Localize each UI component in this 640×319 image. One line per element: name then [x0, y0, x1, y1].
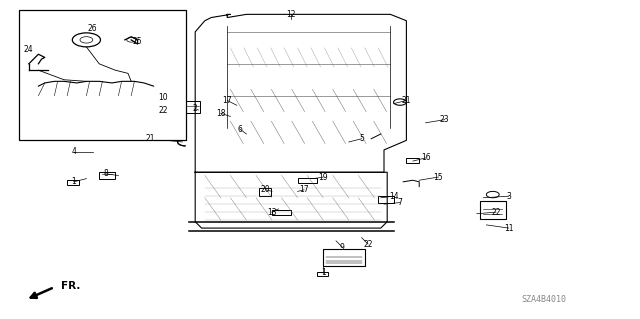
Bar [67, 180, 79, 185]
Text: 7: 7 [397, 198, 403, 207]
Text: 12: 12 [287, 10, 296, 19]
Text: FR.: FR. [61, 281, 80, 292]
Text: 11: 11 [504, 224, 513, 233]
Text: 22: 22 [159, 106, 168, 115]
Text: 4: 4 [71, 147, 76, 156]
Bar [480, 201, 506, 219]
Text: 18: 18 [216, 109, 225, 118]
Bar [378, 196, 394, 203]
Text: 1: 1 [321, 268, 326, 277]
Bar [323, 249, 365, 266]
Bar [317, 272, 328, 276]
Bar [406, 158, 419, 163]
Text: 21: 21 [146, 134, 155, 143]
Text: 2: 2 [193, 104, 198, 113]
Text: 22: 22 [492, 208, 500, 217]
Bar [182, 101, 200, 113]
Text: 21: 21 [402, 96, 411, 105]
Text: 26: 26 [88, 24, 98, 33]
Text: 19: 19 [318, 173, 328, 182]
Text: 5: 5 [359, 134, 364, 143]
Bar [99, 172, 115, 179]
Text: SZA4B4010: SZA4B4010 [522, 295, 566, 304]
Text: 10: 10 [158, 93, 168, 102]
Text: 20: 20 [260, 185, 271, 194]
Text: 3: 3 [506, 192, 511, 201]
Text: 25: 25 [132, 37, 143, 46]
Text: 14: 14 [388, 192, 399, 201]
Text: 23: 23 [440, 115, 450, 124]
Text: 17: 17 [222, 96, 232, 105]
Bar [272, 210, 291, 215]
Text: 15: 15 [433, 173, 444, 182]
Text: 9: 9 [340, 243, 345, 252]
Text: 13: 13 [267, 208, 277, 217]
Text: 6: 6 [237, 125, 243, 134]
Bar [259, 188, 271, 196]
Text: 1: 1 [71, 177, 76, 186]
Text: 24: 24 [24, 45, 34, 54]
Bar [298, 178, 317, 183]
Text: 17: 17 [299, 185, 309, 194]
Text: 22: 22 [364, 240, 372, 249]
Text: 8: 8 [103, 169, 108, 178]
Text: 16: 16 [420, 153, 431, 162]
Bar [19, 10, 186, 140]
